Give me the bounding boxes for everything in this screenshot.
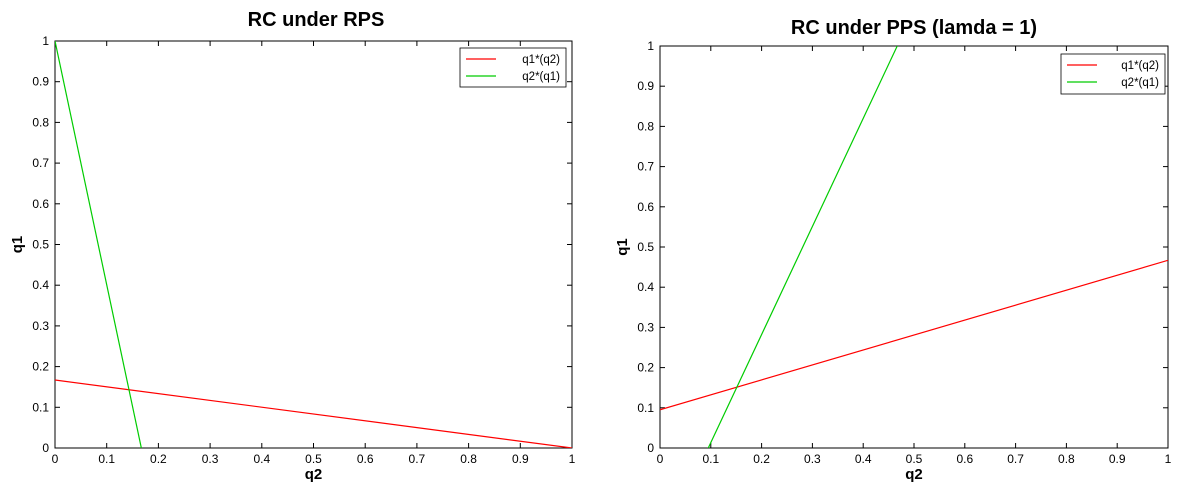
x-tick-label: 0.7 xyxy=(1007,452,1024,466)
x-tick-label: 0.5 xyxy=(305,452,322,466)
y-tick-label: 1 xyxy=(647,39,654,53)
x-tick-label: 0.4 xyxy=(253,452,270,466)
y-tick-label: 0.9 xyxy=(637,79,654,93)
legend-box xyxy=(459,47,567,88)
x-tick-label: 0.7 xyxy=(409,452,426,466)
y-tick-label: 0.2 xyxy=(637,361,654,375)
y-tick-label: 0.6 xyxy=(32,197,49,211)
y-tick-label: 0.2 xyxy=(32,360,49,374)
legend-label: q2*(q1) xyxy=(1121,77,1159,89)
y-tick-label: 0.8 xyxy=(637,119,654,133)
x-tick-label: 0.5 xyxy=(906,452,923,466)
chart-2: 0 0.1 0.2 0.3 0.4 0.5 0.6 0.7 0.8 0.9 1 0 0.1 0.2 0.3 0… xyxy=(614,17,1172,483)
x-tick-label: 0 xyxy=(657,452,664,466)
x-tick-label: 0.6 xyxy=(956,452,973,466)
y-tick-label: 0.8 xyxy=(32,115,49,129)
x-tick-label: 0.9 xyxy=(512,452,529,466)
chart-title: RC under PPS (lamda = 1) xyxy=(791,17,1037,39)
x-tick-label: 0 xyxy=(52,452,59,466)
series-line-q2-star-q1 xyxy=(55,41,142,448)
y-tick-label: 0.4 xyxy=(32,278,49,292)
chart-1: 0 0.1 0.2 0.3 0.4 0.5 0.6 0.7 0.8 0.9 1 0 0.1 0.2 0.3 0… xyxy=(9,9,576,483)
plot-area xyxy=(659,45,1169,449)
y-tick-label: 0.3 xyxy=(32,319,49,333)
y-tick-label: 0.1 xyxy=(32,400,49,414)
x-tick-label: 1 xyxy=(569,452,576,466)
plot-area xyxy=(54,40,573,449)
series-line-q2-star-q1 xyxy=(707,46,898,448)
x-tick-label: 0.3 xyxy=(202,452,219,466)
x-tick-label: 0.8 xyxy=(1058,452,1075,466)
x-axis-title: q2 xyxy=(305,466,323,483)
y-tick-label: 0.1 xyxy=(637,401,654,415)
legend: q1*(q2) q2*(q1) xyxy=(459,47,567,88)
x-tick-label: 0.3 xyxy=(804,452,821,466)
legend-label: q2*(q1) xyxy=(522,71,560,83)
y-tick-label: 0.5 xyxy=(637,240,654,254)
y-tick-label: 0.3 xyxy=(637,320,654,334)
chart-title: RC under RPS xyxy=(248,9,385,31)
x-tick-label: 0.9 xyxy=(1109,452,1126,466)
x-tick-label: 0.2 xyxy=(150,452,167,466)
legend-label: q1*(q2) xyxy=(522,54,560,66)
x-tick-label: 0.2 xyxy=(753,452,770,466)
y-tick-label: 0.7 xyxy=(32,156,49,170)
legend-label: q1*(q2) xyxy=(1121,60,1159,72)
y-tick-label: 0 xyxy=(647,441,654,455)
y-tick-label: 0.4 xyxy=(637,280,654,294)
y-tick-label: 0.9 xyxy=(32,75,49,89)
series-line-q1-star-q2 xyxy=(55,379,572,448)
y-tick-label: 0.7 xyxy=(637,160,654,174)
legend: q1*(q2) q2*(q1) xyxy=(1060,53,1166,95)
x-tick-label: 0.6 xyxy=(357,452,374,466)
y-tick-label: 1 xyxy=(42,34,49,48)
y-tick-label: 0.6 xyxy=(637,200,654,214)
y-tick-label: 0.5 xyxy=(32,238,49,252)
x-tick-label: 0.8 xyxy=(460,452,477,466)
y-axis-title: q1 xyxy=(614,238,631,256)
y-tick-label: 0 xyxy=(42,441,49,455)
legend-box xyxy=(1060,53,1166,95)
y-axis-title: q1 xyxy=(9,236,26,254)
x-tick-label: 0.4 xyxy=(855,452,872,466)
x-tick-label: 0.1 xyxy=(702,452,719,466)
x-tick-label: 1 xyxy=(1165,452,1172,466)
series-line-q1-star-q2 xyxy=(660,259,1168,411)
x-tick-label: 0.1 xyxy=(98,452,115,466)
x-axis-title: q2 xyxy=(905,466,923,483)
